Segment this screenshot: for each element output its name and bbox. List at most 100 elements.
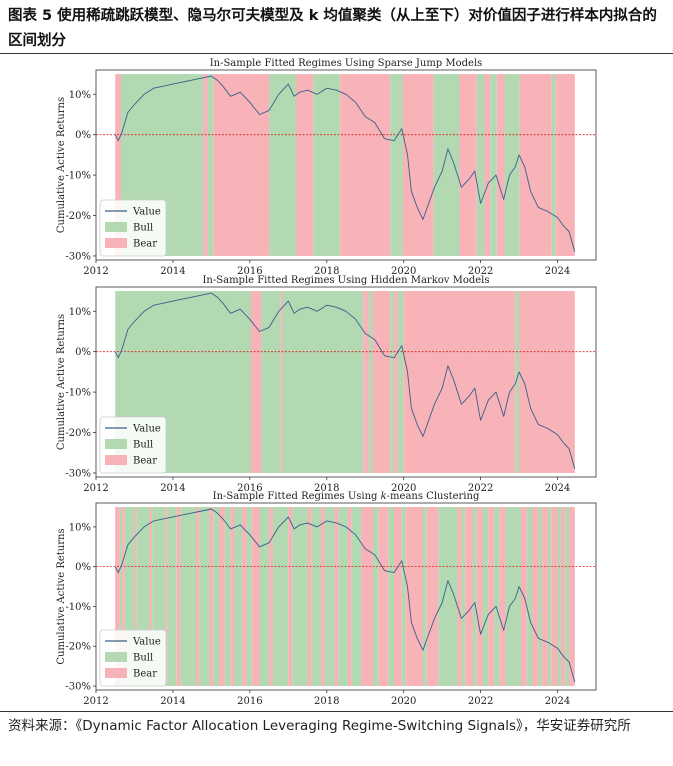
- regime-band-bear: [347, 506, 352, 687]
- plot-frame: [95, 69, 597, 261]
- source-rule: [0, 711, 673, 712]
- chart-panel-1: -30% -20% -10% 0% 10% 2012 2014 2016 2018 2020 202…: [56, 58, 597, 277]
- regime-band-bull: [504, 74, 520, 256]
- regime-band-bear: [484, 74, 491, 256]
- regime-band-bear: [519, 74, 552, 256]
- regime-band-bull: [269, 74, 296, 256]
- x-tick-label: 2014: [160, 696, 185, 707]
- regime-band-bear: [242, 506, 247, 687]
- x-tick-label: 2016: [237, 266, 262, 277]
- chart-title: In-Sample Fitted Regimes Using Hidden Ma…: [202, 275, 489, 286]
- regime-band-bear: [378, 506, 389, 687]
- regime-band-bear: [307, 506, 312, 687]
- chart-title: In-Sample Fitted Regimes Using Sparse Ju…: [210, 58, 483, 69]
- x-tick-label: 2020: [391, 483, 416, 494]
- regime-band-bear: [296, 74, 314, 256]
- regime-band-bull: [401, 506, 406, 687]
- regime-band-bear: [426, 506, 439, 687]
- x-tick-label: 2018: [314, 483, 339, 494]
- regime-band-bear: [499, 506, 506, 687]
- x-tick-label: 2014: [160, 266, 185, 277]
- regime-band-bull: [338, 506, 348, 687]
- x-tick-label: 2024: [545, 483, 570, 494]
- regime-band-bear: [213, 74, 270, 256]
- regime-band-bear: [334, 506, 339, 687]
- regime-band-bear: [251, 291, 262, 473]
- legend-entry-label: Bear: [133, 239, 157, 250]
- chart-panel-3: -30% -20% -10% 0% 10% 2012 2014 2016 2018 2020 202…: [56, 491, 597, 707]
- series-line-value: [114, 75, 576, 253]
- y-tick-label: 0%: [75, 130, 91, 141]
- figure-title: 图表 5 使用稀疏跳跃模型、隐马尔可夫模型及 k 均值聚类（从上至下）对价值因子…: [8, 8, 657, 49]
- regime-band-bull: [422, 506, 427, 687]
- x-tick-label: 2020: [391, 696, 416, 707]
- legend-swatch-bear: [105, 668, 127, 678]
- plot-frame: [95, 286, 597, 478]
- legend-entry-label: Bull: [133, 653, 153, 664]
- regime-band-bull: [124, 506, 135, 687]
- regime-band-bear: [115, 74, 121, 256]
- legend-swatch-bull: [105, 652, 127, 662]
- regime-band-bear: [542, 506, 548, 687]
- regime-band-bear: [340, 74, 391, 256]
- regime-band-bear: [209, 506, 214, 687]
- legend-swatch-bull: [105, 222, 127, 232]
- regime-band-bull: [472, 506, 477, 687]
- x-tick-label: 2012: [83, 483, 108, 494]
- regime-band-bull: [167, 506, 177, 687]
- regime-band-bull: [234, 506, 243, 687]
- regime-band-bull: [515, 291, 520, 473]
- legend-entry-label: Value: [132, 637, 161, 648]
- y-tick-label: 0%: [75, 347, 91, 358]
- regime-band-bull: [246, 506, 252, 687]
- regime-band-bear: [361, 506, 373, 687]
- x-tick-label: 2014: [160, 483, 185, 494]
- regime-band-bull: [313, 74, 341, 256]
- regime-band-bear: [569, 506, 575, 687]
- regime-band-bull: [390, 74, 403, 256]
- regime-band-bear: [551, 506, 558, 687]
- regime-band-bull: [494, 506, 500, 687]
- regime-band-bull: [551, 74, 556, 256]
- regime-band-bull: [433, 74, 460, 256]
- regime-band-bull: [461, 506, 466, 687]
- regime-band-bull: [207, 74, 214, 256]
- regime-band-bull: [547, 506, 552, 687]
- regime-band-bear: [488, 506, 495, 687]
- title-rule: [0, 53, 673, 54]
- x-tick-label: 2022: [468, 483, 493, 494]
- regime-band-bull: [390, 291, 395, 473]
- regime-band-bear: [372, 291, 391, 473]
- regime-band-bull: [482, 506, 489, 687]
- regime-band-bear: [219, 506, 225, 687]
- plot-frame: [95, 502, 597, 691]
- regime-band-bull: [438, 506, 458, 687]
- regime-band-bear: [476, 506, 483, 687]
- x-tick-label: 2016: [237, 483, 262, 494]
- x-tick-label: 2022: [468, 266, 493, 277]
- regime-band-bull: [369, 291, 373, 473]
- regime-band-bear: [363, 291, 370, 473]
- y-tick-label: -20%: [65, 211, 91, 222]
- y-tick-label: -30%: [65, 682, 91, 693]
- regime-band-bull: [272, 506, 289, 687]
- regime-band-bull: [261, 291, 281, 473]
- regime-band-bear: [457, 506, 462, 687]
- regime-band-bear: [115, 506, 120, 687]
- regime-band-bull: [282, 291, 364, 473]
- regime-band-bull: [199, 506, 210, 687]
- x-tick-label: 2018: [314, 696, 339, 707]
- regime-band-bear: [196, 506, 200, 687]
- regime-band-bull: [259, 506, 270, 687]
- regime-band-bull: [119, 506, 123, 687]
- regime-band-bear: [321, 506, 325, 687]
- regime-band-bear: [496, 74, 505, 256]
- regime-band-bear: [555, 74, 575, 256]
- y-axis-label: Cumulative Active Returns: [56, 314, 67, 450]
- y-tick-label: -30%: [65, 251, 91, 262]
- source-note: 资料来源：《Dynamic Factor Allocation Leveragi…: [8, 718, 631, 734]
- regime-band-bear: [561, 506, 566, 687]
- regime-band-bull: [557, 506, 562, 687]
- y-tick-label: 10%: [69, 522, 91, 533]
- regime-band-bull: [476, 74, 485, 256]
